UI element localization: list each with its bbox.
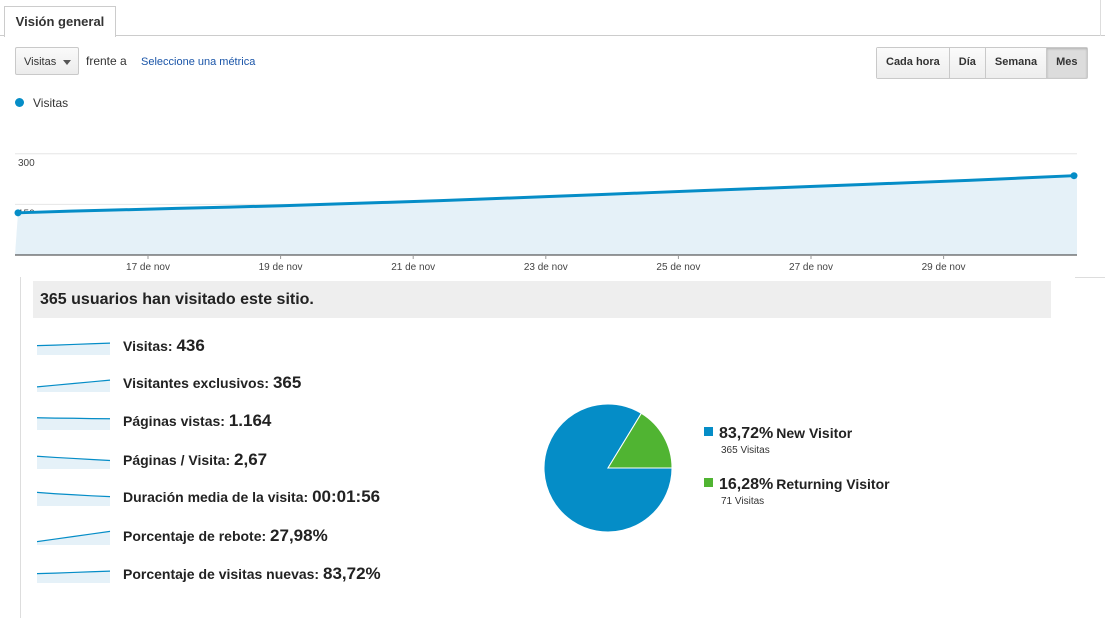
legend-label: Visitas	[33, 96, 69, 110]
sparkline-fill	[37, 380, 110, 392]
x-tick-label: 21 de nov	[391, 262, 435, 273]
sparkline-fill	[37, 531, 110, 545]
returning-visitor-name: Returning Visitor	[776, 476, 890, 492]
sparkline	[37, 417, 111, 430]
x-tick-label: 25 de nov	[656, 262, 700, 273]
versus-label: frente a	[86, 54, 127, 68]
new-visitor-pct: 83,72%	[719, 425, 774, 442]
sparkline	[37, 342, 111, 355]
metric-label: Páginas / Visita: 2,67	[123, 450, 267, 470]
pie-legend-returning: 16,28% Returning Visitor 71 Visitas	[704, 476, 890, 507]
x-tick-label: 17 de nov	[126, 262, 170, 273]
data-point[interactable]	[14, 209, 22, 217]
sparkline	[37, 379, 111, 392]
metric-select-value: Visitas	[24, 56, 57, 68]
sparkline-fill	[37, 571, 110, 583]
area-fill	[15, 175, 1077, 255]
pie-slice-returning-visitor[interactable]	[607, 412, 673, 469]
data-point[interactable]	[1070, 172, 1078, 180]
sparkline-line	[37, 570, 111, 575]
metric-label: Porcentaje de rebote: 27,98%	[123, 526, 328, 546]
sparkline-line	[37, 342, 111, 347]
new-visitor-count: 365 Visitas	[721, 445, 770, 456]
granularity-group: Cada hora Día Semana Mes	[876, 47, 1088, 79]
metric-name: Páginas vistas:	[123, 413, 229, 429]
series-line-visitas	[17, 174, 1075, 215]
sparkline-fill	[37, 492, 110, 506]
sparkline	[37, 455, 111, 469]
granularity-hour-button[interactable]: Cada hora	[877, 48, 949, 78]
sparkline-line	[37, 417, 111, 420]
sparkline	[37, 570, 111, 583]
metric-label: Duración media de la visita: 00:01:56	[123, 487, 380, 507]
sparkline-line	[37, 491, 111, 498]
metric-label: Visitantes exclusivos: 365	[123, 373, 301, 393]
select-metric-link[interactable]: Seleccione una métrica	[141, 56, 256, 68]
sparkline	[37, 530, 111, 545]
metric-value: 00:01:56	[312, 487, 381, 506]
metric-name: Páginas / Visita:	[123, 452, 235, 468]
metric-value: 83,72%	[322, 564, 381, 583]
metric-select[interactable]: Visitas	[15, 47, 79, 75]
sparkline-fill	[37, 456, 110, 469]
tab-divider	[0, 35, 1105, 36]
returning-visitor-pct: 16,28%	[719, 476, 774, 493]
metric-label: Páginas vistas: 1.164	[123, 411, 271, 431]
metric-name: Duración media de la visita:	[123, 489, 313, 505]
panel-edge	[1100, 0, 1101, 36]
x-tick-label: 19 de nov	[259, 262, 303, 273]
metric-name: Visitas:	[123, 338, 177, 354]
visitor-pie-chart	[543, 403, 673, 533]
x-tick-label: 23 de nov	[524, 262, 568, 273]
chevron-down-icon	[63, 60, 71, 65]
metric-value: 27,98%	[270, 526, 328, 545]
metric-value: 436	[176, 336, 205, 355]
sparkline	[37, 491, 111, 506]
returning-visitor-count: 71 Visitas	[721, 496, 765, 507]
x-tick-label: 27 de nov	[789, 262, 833, 273]
chart-legend: Visitas	[15, 96, 68, 110]
granularity-day-button[interactable]: Día	[948, 48, 985, 78]
metric-label: Visitas: 436	[123, 336, 205, 356]
metric-label: Porcentaje de visitas nuevas: 83,72%	[123, 564, 381, 584]
metric-name: Porcentaje de visitas nuevas:	[123, 566, 323, 582]
new-visitor-swatch-icon	[704, 427, 713, 437]
summary-banner: 365 usuarios han visitado este sitio.	[33, 281, 1051, 318]
sparkline-fill	[37, 343, 110, 355]
sparkline-line	[37, 530, 111, 543]
metric-name: Porcentaje de rebote:	[123, 528, 271, 544]
legend-dot-icon	[15, 98, 24, 108]
sparkline-line	[37, 379, 111, 388]
metric-name: Visitantes exclusivos:	[123, 375, 273, 391]
y-tick-label: 300	[18, 158, 35, 169]
sparkline-line	[37, 455, 111, 462]
metric-value: 1.164	[228, 411, 272, 430]
pie-legend-new: 83,72% New Visitor 365 Visitas	[704, 425, 852, 456]
tab-vision-general[interactable]: Visión general	[4, 6, 116, 37]
x-tick-label: 29 de nov	[922, 262, 966, 273]
right-rule	[1075, 277, 1105, 278]
new-visitor-name: New Visitor	[776, 425, 853, 441]
metric-value: 365	[272, 373, 302, 392]
left-rule	[20, 277, 21, 618]
returning-visitor-swatch-icon	[704, 478, 713, 488]
sparkline-fill	[37, 417, 110, 430]
granularity-week-button[interactable]: Semana	[984, 48, 1047, 78]
metric-value: 2,67	[234, 450, 268, 469]
granularity-month-button[interactable]: Mes	[1046, 48, 1087, 78]
